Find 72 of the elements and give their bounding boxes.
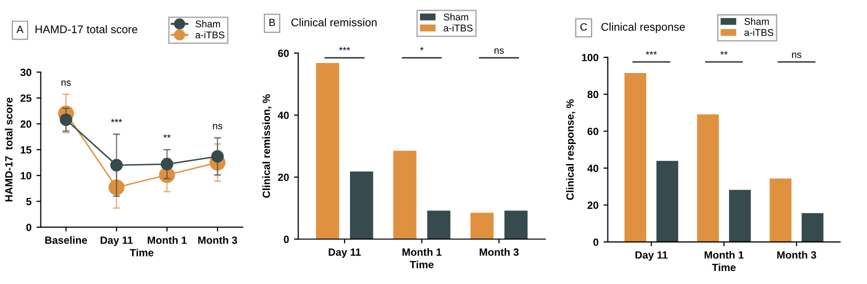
annotation: ns — [62, 80, 71, 86]
bar — [770, 178, 792, 242]
bar — [504, 210, 528, 240]
y-tick-label: 60 — [588, 128, 598, 136]
legend-label: a-iTBS — [744, 28, 774, 36]
text: *** — [339, 46, 350, 50]
annotation: ns — [213, 124, 222, 130]
x-tick-label: Month 1 — [704, 250, 744, 259]
bar — [697, 114, 719, 242]
annotation: ns — [792, 52, 802, 58]
legend-label: Sham — [744, 18, 769, 25]
bar — [427, 210, 450, 240]
x-tick-label: Month 3 — [198, 236, 238, 244]
point — [211, 150, 224, 163]
y-tick-label: 40 — [278, 112, 289, 119]
y-tick-label: 30 — [20, 68, 32, 76]
bar — [470, 212, 494, 240]
y-tick-label: 40 — [587, 164, 598, 172]
x-tick-label: Day 11 — [100, 236, 133, 246]
y-tick-label: 5 — [26, 198, 32, 206]
bar — [350, 172, 374, 240]
y-tick-label: 25 — [20, 94, 32, 102]
y-tick-label: 20 — [278, 174, 289, 181]
x-axis-title: Time — [130, 248, 154, 256]
legend-label: a-iTBS — [196, 31, 224, 38]
y-tick-label: 80 — [587, 90, 598, 98]
x-tick-label: Month 3 — [777, 250, 816, 259]
text: * — [420, 46, 424, 50]
y-tick-label: 20 — [588, 202, 598, 209]
x-tick-label: Day 11 — [328, 248, 361, 258]
point — [110, 158, 123, 172]
y-tick-label: 20 — [20, 120, 32, 128]
point — [108, 179, 124, 196]
text: A — [16, 26, 24, 33]
y-tick-label: 0 — [26, 224, 32, 232]
y-axis-title: Clinical response, % — [566, 99, 576, 200]
point — [160, 158, 174, 170]
x-tick-label: Day 11 — [636, 251, 668, 261]
chart-title: HAMD-17 total score — [36, 25, 138, 34]
legend-label: Sham — [196, 20, 220, 28]
bar — [624, 73, 646, 242]
x-tick-label: Month 1 — [148, 236, 187, 244]
y-tick-label: 0 — [284, 236, 289, 244]
bar — [729, 190, 751, 242]
bar — [393, 150, 416, 240]
legend-label: Sham — [444, 13, 468, 20]
bar — [802, 213, 824, 242]
x-axis-title: Time — [712, 263, 736, 272]
annotation: ns — [494, 48, 504, 54]
y-tick-label: 10 — [20, 172, 32, 180]
x-axis-title: Time — [410, 260, 434, 268]
x-tick-label: Month 1 — [402, 248, 442, 256]
text: ** — [720, 51, 728, 55]
bar — [316, 63, 340, 240]
y-tick-label: 100 — [582, 54, 598, 62]
x-tick-label: Month 3 — [480, 248, 519, 256]
y-axis-title: HAMD-17 total score — [4, 98, 13, 202]
x-tick-label: Baseline — [45, 236, 88, 244]
y-tick-label: 0 — [593, 238, 598, 246]
legend-label: a-iTBS — [444, 24, 473, 32]
annotation: ** — [163, 134, 171, 138]
point — [60, 113, 72, 126]
y-tick-label: 15 — [20, 146, 32, 154]
bar — [656, 160, 678, 242]
text: B — [269, 18, 275, 26]
annotation: *** — [110, 118, 122, 122]
chart-title: Clinical response — [601, 22, 685, 34]
y-axis-title: Clinical remission, % — [262, 94, 272, 198]
chart-title: Clinical remission — [291, 18, 377, 26]
text: C — [580, 23, 588, 31]
y-tick-label: 60 — [278, 50, 289, 57]
text: *** — [646, 51, 657, 55]
